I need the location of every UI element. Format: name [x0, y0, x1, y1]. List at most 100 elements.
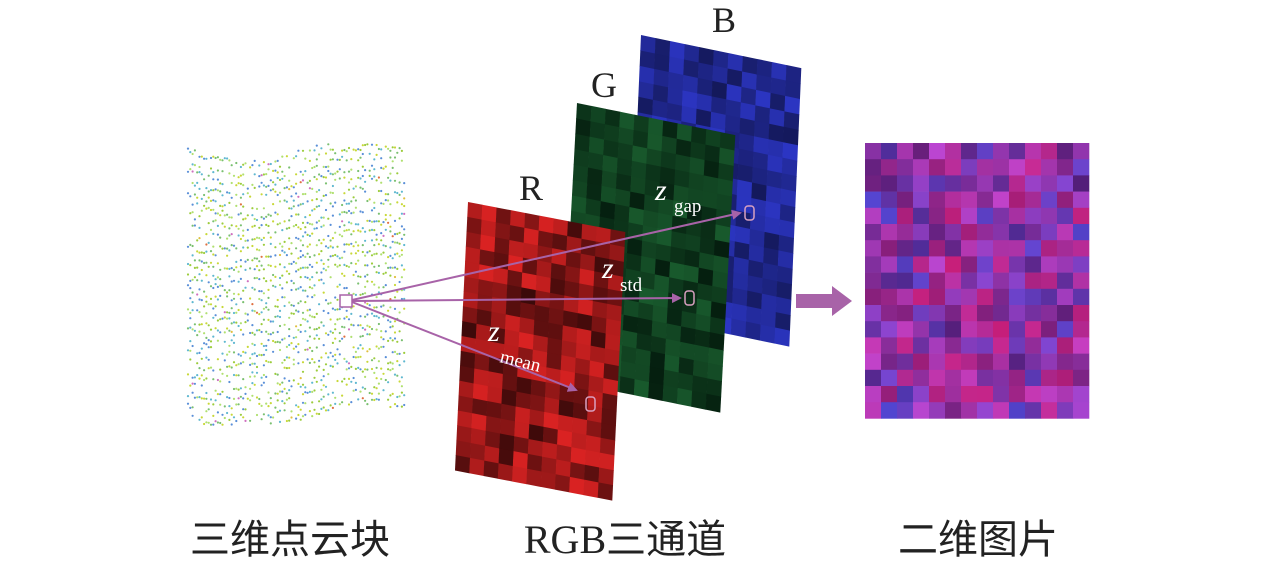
- point: [235, 321, 238, 324]
- pixel: [726, 68, 743, 88]
- point: [295, 288, 298, 291]
- point: [216, 262, 219, 265]
- point: [232, 292, 236, 295]
- pixel: [505, 299, 522, 318]
- point: [288, 188, 291, 191]
- point: [384, 262, 387, 265]
- point: [389, 246, 392, 249]
- point: [400, 391, 403, 394]
- point: [207, 241, 210, 244]
- pixel: [518, 332, 534, 351]
- pixel: [662, 384, 679, 404]
- point: [269, 236, 272, 239]
- channel-label: R: [519, 168, 543, 208]
- point: [366, 273, 369, 276]
- pixel: [672, 200, 689, 220]
- pixel: [732, 272, 749, 292]
- point: [338, 308, 341, 311]
- point: [341, 256, 344, 259]
- point: [230, 407, 233, 410]
- point: [267, 414, 270, 417]
- pixel: [865, 159, 882, 176]
- point: [244, 392, 247, 395]
- point: [283, 323, 286, 326]
- pixel: [529, 394, 546, 413]
- pixel: [945, 337, 962, 354]
- point: [216, 319, 219, 322]
- point: [251, 394, 254, 397]
- point: [352, 230, 355, 233]
- point: [327, 393, 330, 396]
- point: [315, 312, 318, 315]
- point: [209, 366, 213, 369]
- pixel: [977, 207, 994, 225]
- point: [359, 344, 362, 347]
- point: [384, 378, 387, 382]
- point: [203, 193, 206, 197]
- point: [336, 158, 339, 161]
- point: [191, 244, 194, 248]
- point: [320, 259, 323, 262]
- point: [382, 251, 385, 254]
- pixel: [727, 52, 744, 73]
- point: [258, 402, 261, 405]
- point: [272, 350, 275, 353]
- pixel: [993, 191, 1010, 209]
- point: [382, 244, 385, 247]
- point: [361, 397, 364, 400]
- point: [237, 227, 240, 230]
- pixel: [652, 305, 668, 325]
- point: [368, 348, 371, 351]
- point: [327, 356, 330, 359]
- point: [329, 223, 332, 226]
- pixel: [526, 468, 542, 487]
- point: [366, 403, 369, 406]
- point: [253, 333, 256, 336]
- pixel: [602, 378, 619, 397]
- point: [324, 165, 328, 169]
- pixel: [929, 353, 946, 371]
- point: [403, 182, 406, 185]
- point: [272, 181, 275, 184]
- pixel: [489, 341, 505, 360]
- point: [327, 265, 330, 268]
- point: [389, 225, 392, 228]
- point: [221, 183, 224, 186]
- point: [267, 168, 270, 171]
- point: [366, 219, 369, 222]
- point: [255, 218, 259, 222]
- point: [209, 156, 213, 160]
- pixel: [504, 329, 520, 348]
- pixel: [993, 159, 1010, 176]
- point: [345, 383, 348, 386]
- pixel: [507, 269, 523, 288]
- point: [400, 249, 403, 252]
- pixel: [777, 250, 794, 270]
- point: [251, 207, 254, 210]
- point: [189, 151, 192, 154]
- point: [276, 176, 279, 180]
- pixel: [585, 434, 601, 454]
- point: [384, 228, 387, 231]
- point: [391, 351, 394, 354]
- point: [311, 232, 314, 235]
- point: [375, 233, 378, 236]
- point: [283, 337, 286, 340]
- point: [387, 221, 390, 224]
- pixel: [658, 182, 675, 201]
- point: [228, 227, 231, 230]
- point: [239, 203, 242, 206]
- pixel: [519, 317, 535, 336]
- point: [207, 421, 210, 424]
- point: [403, 351, 406, 354]
- pixel: [762, 262, 779, 282]
- pixel: [732, 287, 748, 307]
- point: [274, 211, 277, 214]
- point: [301, 311, 305, 314]
- point: [288, 207, 291, 210]
- point: [191, 406, 194, 409]
- point: [297, 287, 300, 290]
- pixel: [1041, 305, 1058, 322]
- pixel: [1009, 159, 1026, 176]
- pixel: [636, 332, 652, 352]
